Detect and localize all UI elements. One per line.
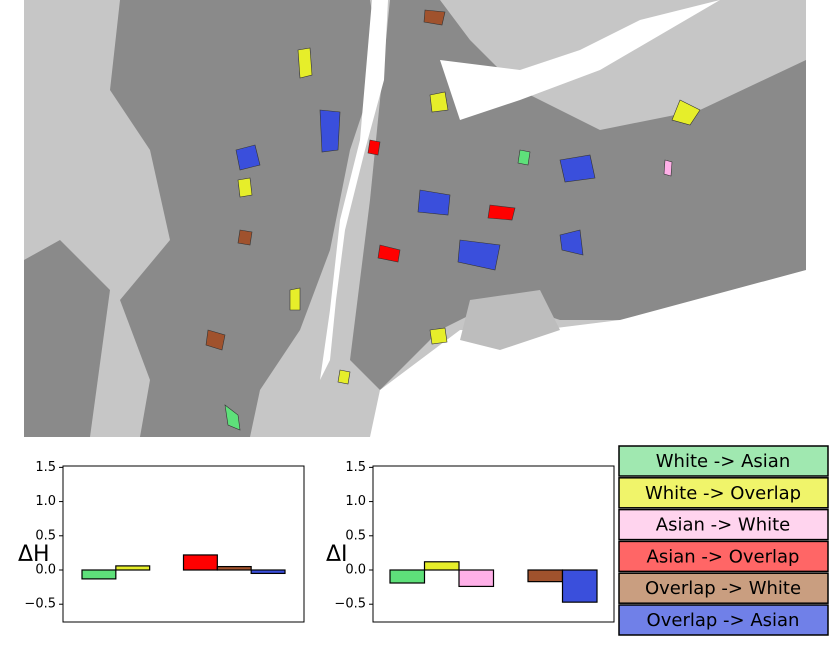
bar xyxy=(81,569,117,580)
bar xyxy=(216,565,252,571)
y-tick-label: 0.5 xyxy=(345,528,366,543)
tract xyxy=(429,91,449,113)
tract xyxy=(319,109,341,153)
legend-swatch xyxy=(618,572,829,604)
tract xyxy=(377,244,401,263)
map-water xyxy=(320,0,388,380)
legend-label: Asian -> Overlap xyxy=(647,546,800,567)
legend-swatch xyxy=(618,477,829,509)
tract xyxy=(487,204,516,221)
legend-swatch xyxy=(618,445,829,477)
map-tracts xyxy=(205,9,701,431)
legend-label: Overlap -> Asian xyxy=(647,610,800,631)
tract xyxy=(237,177,253,198)
y-tick-label: 1.0 xyxy=(35,494,56,509)
tract xyxy=(235,144,261,171)
legend-label: White -> Overlap xyxy=(645,483,801,504)
y-tick-label: 1.5 xyxy=(345,460,366,475)
tract xyxy=(237,229,253,246)
legend-label: Overlap -> White xyxy=(645,578,801,599)
y-tick-label: 0.5 xyxy=(35,528,56,543)
bar xyxy=(423,561,460,571)
tract xyxy=(671,99,701,126)
tract xyxy=(289,287,301,311)
tract xyxy=(367,139,381,156)
y-tick-label: 1.5 xyxy=(35,460,56,475)
y-tick-label: 0.0 xyxy=(345,563,366,578)
bar xyxy=(389,569,426,584)
legend-swatch xyxy=(618,604,829,636)
legend: White -> Asian White -> Overlap Asian -> W… xyxy=(618,445,829,636)
tract xyxy=(429,327,448,345)
bar xyxy=(182,554,218,571)
tract xyxy=(337,369,351,385)
y-tick-label: 0.0 xyxy=(35,563,56,578)
legend-label: White -> Asian xyxy=(656,451,791,472)
bar xyxy=(115,565,151,571)
map xyxy=(24,0,806,437)
tract xyxy=(517,149,531,166)
bar xyxy=(561,569,598,603)
y-tick-label: −0.5 xyxy=(334,597,366,612)
legend-label: Asian -> White xyxy=(656,515,791,536)
tract xyxy=(417,189,451,216)
tract xyxy=(224,404,241,431)
y-axis-label: ΔI xyxy=(326,542,348,567)
tract xyxy=(423,9,446,26)
map-island xyxy=(460,290,560,350)
map-water xyxy=(370,270,806,437)
tract xyxy=(559,229,584,256)
map-dense xyxy=(110,0,380,437)
tract xyxy=(559,154,596,183)
map-water xyxy=(440,0,720,120)
tract xyxy=(205,329,226,351)
tract xyxy=(297,47,313,79)
legend-swatch xyxy=(618,540,829,573)
tract xyxy=(457,239,501,271)
bar xyxy=(250,569,286,575)
tract xyxy=(663,159,673,177)
legend-swatch xyxy=(618,508,829,541)
bar xyxy=(458,569,495,588)
plot-frame xyxy=(62,465,305,623)
y-tick-label: −0.5 xyxy=(24,597,56,612)
y-tick-label: 1.0 xyxy=(345,494,366,509)
bar xyxy=(527,569,564,583)
map-dense xyxy=(24,240,110,437)
y-axis-label: ΔH xyxy=(18,542,50,567)
